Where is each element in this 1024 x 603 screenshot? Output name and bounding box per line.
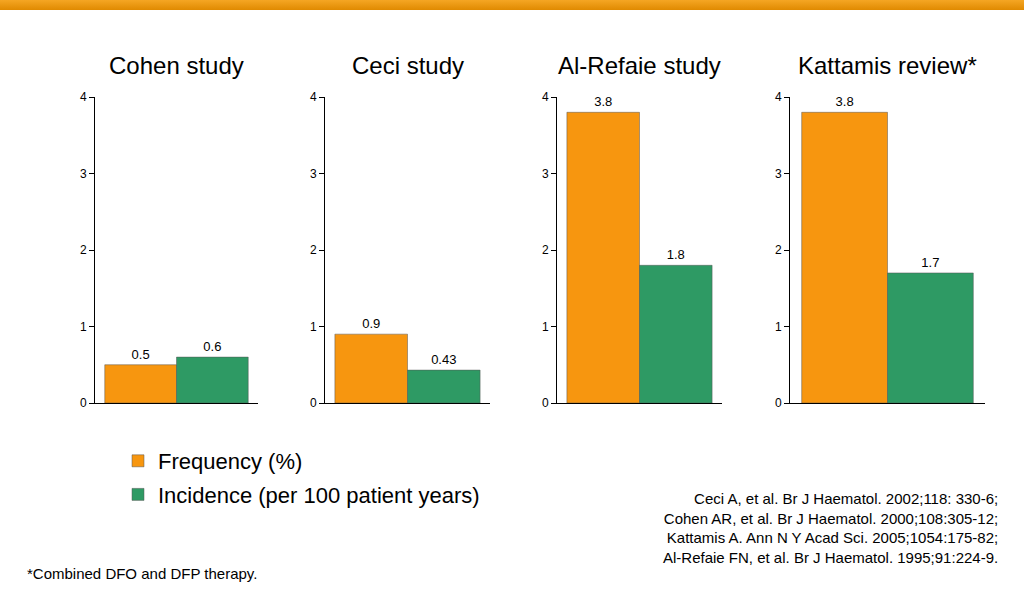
svg-text:3: 3 (542, 167, 549, 181)
svg-text:2: 2 (80, 243, 87, 257)
svg-text:2: 2 (775, 243, 782, 257)
svg-text:1: 1 (542, 320, 549, 334)
svg-text:2: 2 (310, 243, 317, 257)
svg-text:1: 1 (775, 320, 782, 334)
svg-text:3.8: 3.8 (594, 94, 612, 109)
svg-text:Al-Refaie study: Al-Refaie study (558, 52, 721, 79)
svg-text:0.43: 0.43 (431, 352, 456, 367)
svg-text:Kattamis review*: Kattamis review* (798, 52, 977, 79)
svg-text:Cohen study: Cohen study (109, 52, 244, 79)
svg-text:Ceci study: Ceci study (352, 52, 464, 79)
svg-text:*Combined DFO and DFP therapy.: *Combined DFO and DFP therapy. (27, 565, 257, 582)
svg-text:1.7: 1.7 (921, 255, 939, 270)
svg-text:Frequency (%): Frequency (%) (158, 449, 302, 474)
svg-text:0: 0 (310, 396, 317, 410)
svg-text:0.5: 0.5 (132, 347, 150, 362)
svg-text:1: 1 (80, 320, 87, 334)
svg-text:4: 4 (775, 90, 782, 104)
svg-text:4: 4 (80, 90, 87, 104)
svg-text:Incidence (per 100 patient yea: Incidence (per 100 patient years) (158, 483, 480, 508)
svg-text:1.8: 1.8 (667, 247, 685, 262)
svg-text:0: 0 (775, 396, 782, 410)
svg-text:3: 3 (775, 167, 782, 181)
svg-text:3: 3 (80, 167, 87, 181)
svg-text:Ceci A, et al. Br J Haematol.: Ceci A, et al. Br J Haematol. 2002;118: … (663, 490, 998, 566)
svg-text:3: 3 (310, 167, 317, 181)
svg-text:3.8: 3.8 (836, 94, 854, 109)
svg-text:4: 4 (310, 90, 317, 104)
svg-text:0: 0 (80, 396, 87, 410)
svg-text:4: 4 (542, 90, 549, 104)
svg-text:0.6: 0.6 (203, 339, 221, 354)
svg-text:1: 1 (310, 320, 317, 334)
svg-text:0: 0 (542, 396, 549, 410)
svg-text:0.9: 0.9 (362, 316, 380, 331)
svg-text:2: 2 (542, 243, 549, 257)
